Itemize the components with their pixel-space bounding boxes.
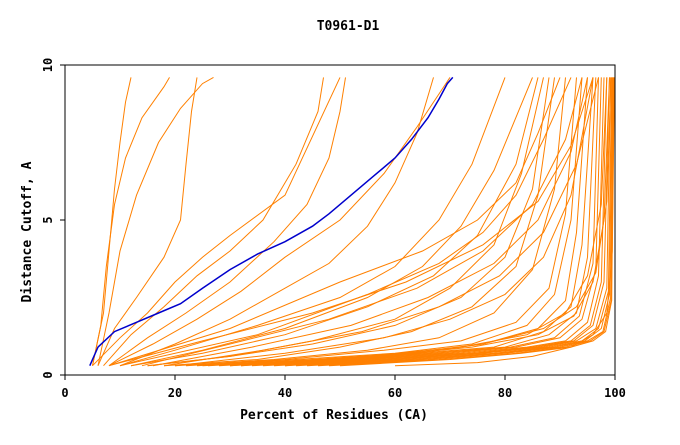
series-line-41 [394,77,615,367]
series-line-38 [141,77,583,367]
series-line-27 [262,77,608,367]
series-line-9 [119,77,434,367]
x-tick-label: 60 [388,386,402,400]
series-line-17 [108,77,561,367]
series-line-12 [130,77,539,367]
x-axis-label: Percent of Residues (CA) [240,408,428,423]
series-line-7 [108,77,346,367]
series-line-32 [317,77,614,367]
series-line-14 [147,77,550,367]
x-tick-label: 40 [278,386,292,400]
series-line-34 [339,77,615,367]
y-tick-label: 5 [41,216,55,223]
series-line-28 [273,77,610,367]
series-line-3 [97,76,214,366]
series-line-6 [103,77,324,367]
series-line-18 [119,77,572,367]
series-line-29 [284,77,612,367]
series-line-43 [108,77,594,367]
x-tick-label: 20 [168,386,182,400]
series-line-4 [97,77,198,366]
series-line-37 [152,77,588,367]
series-layer [89,76,615,367]
y-tick-label: 0 [41,371,55,378]
series-line-24 [229,77,599,367]
series-line-5 [92,77,341,367]
series-line-33 [328,77,614,367]
y-tick-label: 10 [41,58,55,72]
series-line-2 [92,77,170,366]
series-line-39 [229,77,608,367]
series-line-30 [295,77,613,367]
chart-title: T0961-D1 [317,19,380,34]
series-line-19 [185,77,577,367]
x-tick-label: 0 [61,386,68,400]
series-line-16 [174,77,566,367]
series-line-36 [163,77,599,367]
y-axis-ticks: 0 5 10 [41,58,65,379]
x-tick-label: 80 [498,386,512,400]
series-line-15 [163,77,555,367]
x-tick-label: 100 [604,386,626,400]
series-line-35 [174,77,594,367]
series-line-13 [147,77,544,367]
series-line-42 [284,77,612,367]
series-line-26 [251,77,605,367]
series-line-1 [92,77,132,366]
series-line-10 [119,77,506,367]
series-line-20 [196,77,583,367]
y-axis-label: Distance Cutoff, A [20,161,35,302]
highlight-series-line [89,76,454,367]
x-axis-ticks: 0 20 40 60 80 100 [61,375,626,400]
series-line-8 [108,77,451,367]
